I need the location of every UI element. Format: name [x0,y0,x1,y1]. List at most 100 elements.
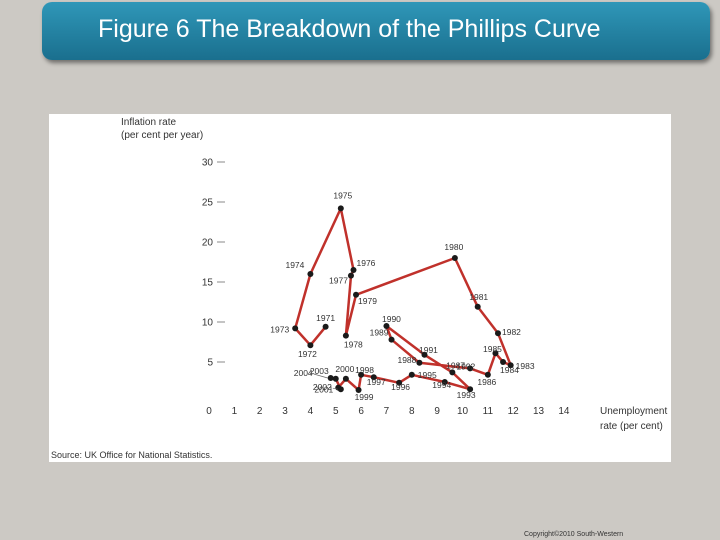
data-point [342,332,349,339]
x-tick-label: 12 [508,406,520,417]
data-point [327,375,334,381]
data-point [353,291,360,298]
x-tick-label: 11 [483,406,494,417]
data-point [388,336,395,343]
data-point [383,323,390,329]
x-axis-label: rate (per cent) [600,421,663,432]
data-point [507,362,514,369]
x-tick-label: 7 [384,406,390,417]
data-point [416,359,423,366]
year-label: 2002 [313,382,332,392]
year-label: 1997 [367,377,386,387]
y-axis-label: Inflation rate [121,117,176,128]
x-tick-label: 9 [434,406,440,417]
year-label: 1976 [356,258,375,268]
data-point [408,371,415,378]
year-label: 1991 [419,345,438,355]
data-point [355,387,362,393]
x-tick-label: 6 [358,406,364,417]
x-tick-label: 10 [457,406,469,417]
data-point [500,359,507,365]
data-point [337,205,344,212]
leader-line [313,373,328,379]
x-tick-label: 4 [308,406,314,417]
x-tick-label: 0 [206,406,212,417]
year-label: 1977 [329,276,348,286]
data-point [494,330,501,337]
year-label: 2004 [294,368,313,378]
data-point [370,374,377,381]
year-label: 1972 [298,349,317,359]
data-point [337,386,344,393]
year-label: 1985 [483,344,502,354]
year-label: 1996 [391,382,410,392]
year-label: 1975 [333,190,352,200]
data-point [492,350,499,357]
x-tick-label: 1 [232,406,238,417]
y-tick-label: 5 [207,358,213,369]
year-label: 1973 [270,324,289,334]
year-label: 1983 [516,361,535,371]
year-label: 1978 [344,340,363,350]
x-axis-label: Unemployment [600,406,667,417]
year-label: 1982 [502,327,521,337]
data-point [358,371,365,378]
data-point [441,379,448,385]
data-point [342,375,349,382]
data-point [307,271,314,277]
data-point [474,303,481,310]
year-label: 1994 [432,380,451,390]
data-point [449,369,456,376]
year-label: 1988 [397,355,416,365]
y-tick-label: 10 [202,318,214,329]
x-tick-label: 13 [533,406,545,417]
data-point [484,371,491,378]
data-point [347,272,354,279]
year-label: 1986 [477,377,496,387]
x-tick-label: 2 [257,406,263,417]
year-label: 1971 [316,313,335,323]
slide-title: Figure 6 The Breakdown of the Phillips C… [98,15,601,43]
year-label: 2000 [335,364,354,374]
year-label: 1987 [446,360,465,370]
year-label: 1990 [382,314,401,324]
series-line [293,207,512,392]
year-label: 1989 [370,328,389,338]
copyright-notice: Copyright©2010 South-Western [524,531,624,538]
x-tick-label: 14 [558,406,570,417]
year-label: 1999 [355,392,374,402]
year-label: 1993 [457,390,476,400]
y-tick-label: 20 [202,238,214,249]
data-point [307,342,314,349]
data-point [350,267,357,273]
phillips-curve-chart: Inflation rate (per cent per year) Unemplo… [51,117,667,460]
year-label: 2001 [314,385,333,395]
y-tick-label: 30 [202,158,214,169]
year-label: 1980 [444,242,463,252]
data-point [396,379,403,386]
title-bar: Figure 6 The Breakdown of the Phillips C… [42,2,710,60]
year-label: 1984 [500,365,519,375]
chart-panel: Inflation rate (per cent per year) Unemplo… [49,114,671,462]
data-point [467,365,474,372]
y-axis-label: (per cent per year) [121,130,203,141]
y-tick-label: 25 [202,198,214,209]
y-tick-label: 15 [202,278,214,289]
data-point [332,375,339,382]
x-tick-label: 3 [282,406,288,417]
data-point [421,351,428,358]
leader-line [332,387,338,390]
year-label: 1995 [418,370,437,380]
x-tick-label: 8 [409,406,415,417]
year-label: 2003 [310,366,329,376]
x-tick-label: 5 [333,406,339,417]
year-label: 1998 [355,365,374,375]
data-point [292,325,299,332]
year-label: 1979 [358,296,377,306]
year-label: 1992 [456,361,475,371]
year-label: 1974 [285,260,304,270]
data-point [451,255,458,261]
data-point [322,323,329,330]
year-label: 1981 [469,292,488,302]
data-point [467,386,474,393]
